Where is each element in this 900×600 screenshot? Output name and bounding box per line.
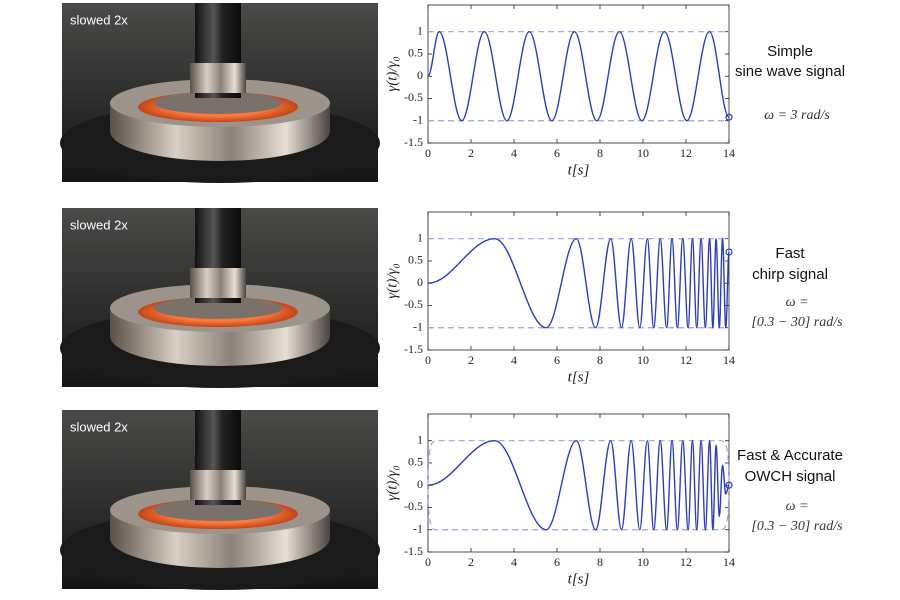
y-tick-label: 1	[417, 230, 423, 244]
x-tick-label: 12	[680, 146, 692, 160]
x-tick-label: 8	[597, 353, 603, 367]
formula: [0.3 − 30] rad/s	[751, 315, 843, 330]
x-tick-label: 14	[723, 146, 735, 160]
x-axis-label: t[s]	[568, 369, 590, 385]
x-tick-label: 8	[597, 146, 603, 160]
x-tick-label: 4	[511, 555, 517, 569]
x-tick-label: 14	[723, 555, 735, 569]
x-tick-label: 12	[680, 555, 692, 569]
y-tick-label: -1.5	[404, 544, 423, 558]
annotation: Fast & Accurate	[737, 447, 843, 464]
y-axis-label: γ(t)/γ₀	[384, 56, 400, 91]
y-tick-label: 0.5	[408, 46, 423, 60]
y-tick-label: -1	[413, 112, 423, 126]
x-tick-label: 0	[425, 353, 431, 367]
signal-line	[427, 31, 730, 122]
formula: ω = 3 rad/s	[764, 108, 830, 123]
y-axis-label: γ(t)/γ₀	[384, 465, 400, 500]
x-tick-label: 2	[468, 146, 474, 160]
x-tick-label: 4	[511, 146, 517, 160]
charts: -1.5-1-0.500.510 2 4 6 8 10 12 14t[s]γ(t)/γ₀Sim…	[384, 4, 845, 587]
y-tick-label: 0.5	[408, 455, 423, 469]
x-tick-label: 14	[723, 353, 735, 367]
y-tick-label: -1.5	[404, 135, 423, 149]
ring-inner	[154, 499, 282, 521]
annotation: chirp signal	[752, 266, 828, 283]
y-tick-label: 0.5	[408, 253, 423, 267]
photo-caption: slowed 2x	[70, 12, 128, 27]
chart: -1.5-1-0.500.510 2 4 6 8 10 12 14t[s]γ(t)/γ₀Fas…	[384, 413, 843, 587]
y-tick-label: -1	[413, 521, 423, 535]
photo: slowed 2x	[60, 208, 380, 388]
signal-line	[427, 238, 730, 329]
ring-inner	[154, 297, 282, 319]
x-tick-label: 0	[425, 146, 431, 160]
y-tick-label: -0.5	[404, 499, 423, 513]
plot-area	[427, 211, 730, 351]
y-tick-label: -1.5	[404, 342, 423, 356]
x-tick-label: 2	[468, 555, 474, 569]
y-tick-label: 1	[417, 432, 423, 446]
annotation: OWCH signal	[745, 468, 836, 485]
formula: [0.3 − 30] rad/s	[751, 519, 843, 534]
end-marker	[725, 113, 733, 121]
x-tick-label: 8	[597, 555, 603, 569]
y-tick-label: 1	[417, 23, 423, 37]
y-tick-label: -1	[413, 319, 423, 333]
x-tick-label: 12	[680, 353, 692, 367]
ring-inner	[154, 92, 282, 114]
photos: slowed 2x slowed 2x slowed 2x	[60, 3, 380, 590]
shaft-collar	[190, 268, 246, 298]
photo-caption: slowed 2x	[70, 419, 128, 434]
formula: ω =	[786, 295, 809, 310]
x-tick-label: 6	[554, 146, 560, 160]
y-axis-label: γ(t)/γ₀	[384, 263, 400, 298]
x-tick-label: 10	[637, 353, 649, 367]
x-tick-label: 10	[637, 555, 649, 569]
signal-line	[427, 440, 730, 531]
x-tick-label: 10	[637, 146, 649, 160]
x-tick-label: 0	[425, 555, 431, 569]
photo: slowed 2x	[60, 3, 380, 183]
annotation: sine wave signal	[735, 63, 845, 80]
annotation: Fast	[775, 245, 805, 262]
end-marker	[725, 248, 733, 256]
photo: slowed 2x	[60, 410, 380, 590]
x-tick-label: 6	[554, 555, 560, 569]
x-tick-label: 2	[468, 353, 474, 367]
shaft-collar	[190, 63, 246, 93]
y-tick-label: 0	[417, 68, 423, 82]
x-tick-label: 6	[554, 353, 560, 367]
y-tick-label: -0.5	[404, 90, 423, 104]
y-tick-label: 0	[417, 275, 423, 289]
plot-area	[427, 4, 730, 144]
x-axis-label: t[s]	[568, 162, 590, 178]
end-marker	[725, 481, 733, 489]
y-tick-label: 0	[417, 477, 423, 491]
envelope	[427, 440, 730, 531]
x-axis-label: t[s]	[568, 571, 590, 587]
shaft-collar	[190, 470, 246, 500]
y-tick-label: -0.5	[404, 297, 423, 311]
plot-area	[427, 413, 730, 553]
x-tick-label: 4	[511, 353, 517, 367]
formula: ω =	[786, 499, 809, 514]
chart: -1.5-1-0.500.510 2 4 6 8 10 12 14t[s]γ(t)/γ₀Sim…	[384, 4, 845, 178]
chart: -1.5-1-0.500.510 2 4 6 8 10 12 14t[s]γ(t)/γ₀Fas…	[384, 211, 843, 385]
annotation: Simple	[767, 43, 813, 60]
photo-caption: slowed 2x	[70, 217, 128, 232]
